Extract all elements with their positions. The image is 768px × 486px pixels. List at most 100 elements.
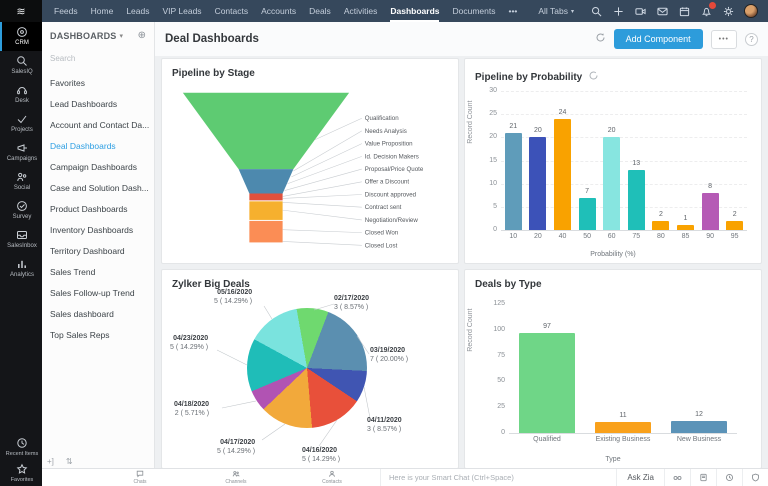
zia-glasses-icon[interactable] — [664, 469, 690, 486]
dashboard-item-sales-followup[interactable]: Sales Follow-up Trend — [50, 287, 135, 298]
bar-20[interactable] — [529, 137, 547, 230]
gear-icon[interactable] — [722, 5, 734, 17]
collapse-panel-icon[interactable]: +] — [47, 457, 54, 466]
dashboard-item-sales-dashboard[interactable]: Sales dashboard — [50, 308, 114, 319]
bar-Existing Business[interactable] — [595, 421, 651, 433]
dashboard-item-lead[interactable]: Lead Dashboards — [50, 98, 118, 109]
bar-plot-area[interactable]: 0 25 50 75 100 125 97 Qualified 11 Existing Busin… — [493, 300, 737, 443]
bar-New Business[interactable] — [671, 420, 727, 433]
chart-title: Pipeline by Stage — [172, 68, 255, 79]
dashboard-item-inventory[interactable]: Inventory Dashboards — [50, 224, 134, 235]
dashboard-item-sales-trend[interactable]: Sales Trend — [50, 266, 96, 277]
search-icon[interactable] — [590, 5, 602, 17]
dashboard-item-product[interactable]: Product Dashboards — [50, 203, 128, 214]
bar-95[interactable] — [726, 220, 744, 230]
rail-item-analytics[interactable]: Analytics — [0, 254, 42, 283]
nav-tab-feeds[interactable]: Feeds — [54, 6, 78, 16]
zoho-logo[interactable]: ≋ — [0, 0, 42, 22]
rail-item-campaigns[interactable]: Campaigns — [0, 138, 42, 167]
bar-75[interactable] — [627, 169, 645, 230]
rail-item-desk[interactable]: Desk — [0, 80, 42, 109]
bar-90[interactable] — [701, 192, 719, 230]
dashboard-item-case-solution[interactable]: Case and Solution Dash... — [50, 182, 149, 193]
nav-tab-accounts[interactable]: Accounts — [261, 6, 297, 16]
pie-label-value: 3 ( 8.57% ) — [334, 304, 369, 312]
pie-label-value: 5 ( 14.29% ) — [214, 298, 253, 306]
nav-more-tabs[interactable]: ••• — [508, 6, 518, 16]
pie-label: 02/17/2020 3 ( 8.57% ) — [334, 294, 369, 313]
help-icon[interactable]: ? — [745, 32, 758, 46]
funnel-segment-4[interactable] — [249, 201, 283, 220]
y-axis-label: Record Count — [467, 308, 474, 352]
add-component-button[interactable]: Add Component — [613, 29, 703, 49]
rail-item-salesiq[interactable]: SalesIQ — [0, 51, 42, 80]
pie-chart[interactable] — [247, 308, 367, 428]
bar-Qualified[interactable] — [519, 332, 575, 433]
bar-85[interactable] — [677, 225, 694, 230]
nav-tab-deals[interactable]: Deals — [309, 6, 331, 16]
nav-tab-dashboards[interactable]: Dashboards — [390, 0, 439, 22]
dashboard-item-territory[interactable]: Territory Dashboard — [50, 245, 125, 256]
rail-item-projects[interactable]: Projects — [0, 109, 42, 138]
panel-header: DASHBOARDS ▾ ⊕ — [42, 22, 154, 46]
privacy-shield-icon[interactable] — [742, 469, 768, 486]
nav-tab-contacts[interactable]: Contacts — [214, 6, 249, 16]
dashboard-item-top-sales-reps[interactable]: Top Sales Reps — [50, 329, 110, 340]
x-tick-label: 75 — [632, 233, 641, 240]
rail-item-favorites[interactable]: Favorites — [0, 460, 42, 486]
nav-tab-activities[interactable]: Activities — [343, 6, 378, 16]
bar-10[interactable] — [504, 132, 522, 230]
dashboard-item-favorites[interactable]: Favorites — [50, 77, 85, 88]
dashboard-search-input[interactable] — [50, 54, 146, 63]
bar-80[interactable] — [652, 220, 670, 230]
rail-label: Desk — [15, 98, 29, 104]
chat-tab-contacts[interactable]: Contacts — [284, 470, 380, 485]
add-dashboard-icon[interactable]: ⊕ — [137, 30, 146, 41]
chat-tab-channels[interactable]: Channels — [188, 470, 284, 485]
smart-chat-input[interactable] — [389, 473, 609, 482]
funnel-segment-2[interactable] — [238, 169, 294, 194]
funnel-segment-1[interactable] — [182, 92, 350, 170]
dashboard-item-account-contact[interactable]: Account and Contact Da... — [50, 119, 150, 130]
x-tick-label: 90 — [706, 233, 714, 240]
bar-60[interactable] — [603, 137, 621, 230]
user-avatar[interactable] — [744, 4, 758, 18]
rail-item-crm[interactable]: CRM — [0, 22, 42, 51]
rail-item-salesinbox[interactable]: SalesInbox — [0, 225, 42, 254]
notifications-bell-icon[interactable] — [700, 2, 716, 17]
funnel-segment-5[interactable] — [249, 220, 283, 243]
nav-tab-home[interactable]: Home — [90, 6, 114, 16]
bar-50[interactable] — [578, 197, 596, 230]
dashboard-item-campaign[interactable]: Campaign Dashboards — [50, 161, 137, 172]
funnel-segment-3[interactable] — [249, 193, 283, 201]
chart-title: Deals by Type — [475, 279, 542, 290]
video-meeting-icon[interactable] — [634, 5, 646, 17]
chevron-down-icon[interactable]: ▾ — [119, 33, 124, 40]
pie-label-date: 04/11/2020 — [367, 417, 402, 424]
all-tabs-dropdown[interactable]: All Tabs ▾ — [538, 6, 574, 16]
sort-list-icon[interactable]: ⇅ — [65, 457, 73, 466]
nav-tab-vip-leads[interactable]: VIP Leads — [162, 6, 202, 16]
funnel-stage-label: Value Proposition — [365, 141, 413, 148]
nav-tab-documents[interactable]: Documents — [452, 6, 496, 16]
bar-plot-area[interactable]: 0 5 10 15 20 25 30 21 10 20 20 24 40 7 50 20 60 13 75 2 80 1 8… — [489, 87, 747, 240]
calendar-icon[interactable] — [678, 5, 690, 17]
recent-clock-icon[interactable] — [716, 469, 742, 486]
plus-icon[interactable] — [612, 5, 624, 17]
dashboard-item-deal[interactable]: Deal Dashboards — [50, 140, 116, 151]
mail-icon[interactable] — [656, 5, 668, 17]
refresh-icon[interactable] — [595, 30, 606, 48]
notes-document-icon[interactable] — [690, 469, 716, 486]
refresh-icon[interactable] — [588, 68, 599, 86]
funnel-chart[interactable]: Qualification Needs Analysis Value Propo… — [166, 83, 454, 261]
nav-tab-leads[interactable]: Leads — [126, 6, 150, 16]
bar-value-label: 24 — [558, 108, 567, 116]
rail-label: Projects — [11, 127, 33, 133]
rail-item-survey[interactable]: Survey — [0, 196, 42, 225]
rail-item-social[interactable]: Social — [0, 167, 42, 196]
bar-40[interactable] — [554, 118, 571, 230]
rail-item-recent-items[interactable]: Recent Items — [0, 434, 42, 460]
more-options-button[interactable]: ••• — [710, 29, 737, 49]
ask-zia-button[interactable]: Ask Zia — [616, 469, 664, 486]
chat-tab-chats[interactable]: Chats — [92, 470, 188, 485]
